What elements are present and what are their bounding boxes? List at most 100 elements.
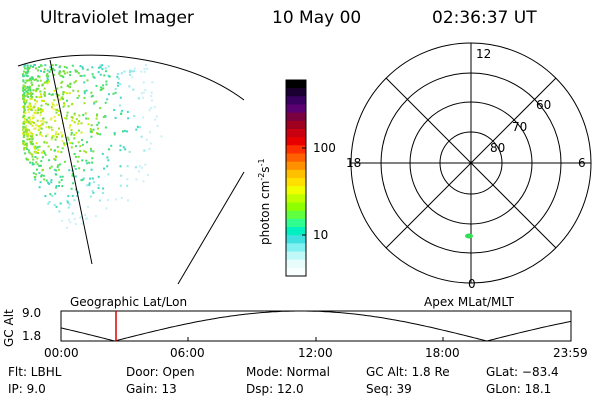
aurora-pixel — [67, 138, 70, 141]
aurora-pixel — [96, 123, 99, 126]
aurora-pixel — [119, 165, 122, 168]
aurora-pixel — [45, 126, 48, 129]
aurora-pixel — [120, 72, 123, 75]
aurora-pixel — [45, 74, 48, 77]
aurora-pixel — [99, 133, 102, 136]
aurora-pixel — [128, 150, 131, 153]
aurora-pixel — [29, 120, 32, 123]
aurora-pixel — [85, 217, 88, 220]
aurora-pixel — [32, 172, 35, 175]
aurora-pixel — [80, 122, 83, 125]
aurora-pixel — [73, 153, 76, 155]
aurora-pixel — [25, 133, 28, 136]
aurora-pixel — [86, 184, 89, 187]
aurora-pixel — [28, 86, 31, 89]
aurora-pixel — [29, 122, 32, 125]
aurora-pixel — [36, 79, 39, 82]
aurora-pixel — [35, 147, 38, 150]
aurora-pixel — [49, 167, 51, 170]
aurora-pixel — [50, 138, 53, 141]
aurora-pixel — [30, 142, 32, 145]
aurora-pixel — [29, 118, 31, 121]
aurora-pixel — [53, 115, 56, 118]
colorbar-swatch — [286, 120, 306, 130]
aurora-pixel — [34, 176, 37, 178]
aurora-pixel — [70, 187, 73, 190]
aurora-pixel — [102, 116, 105, 118]
aurora-pixel — [66, 199, 69, 202]
aurora-pixel — [50, 181, 53, 184]
aurora-pixel — [73, 133, 76, 136]
aurora-pixel — [46, 77, 49, 80]
aurora-pixel — [50, 117, 53, 120]
aurora-pixel — [40, 70, 42, 73]
aurora-pixel — [135, 178, 138, 181]
aurora-pixel — [69, 141, 72, 144]
aurora-pixel — [55, 103, 58, 106]
aurora-pixel — [129, 73, 132, 76]
aurora-pixel — [45, 141, 48, 144]
aurora-pixel — [136, 125, 139, 128]
aurora-pixel — [53, 135, 56, 138]
aurora-pixel — [77, 90, 80, 93]
aurora-pixel — [34, 99, 36, 102]
aurora-pixel — [51, 134, 54, 137]
aurora-pixel — [120, 174, 123, 177]
colorbar-swatch — [286, 194, 306, 203]
aurora-pixel — [54, 133, 57, 136]
aurora-pixel — [60, 97, 63, 100]
aurora-pixel — [156, 125, 159, 127]
geographic-image — [17, 54, 245, 285]
aurora-pixel — [35, 96, 38, 98]
aurora-pixel — [155, 115, 158, 118]
aurora-pixel — [43, 87, 46, 90]
aurora-pixel — [90, 95, 93, 98]
aurora-pixel — [105, 83, 108, 86]
aurora-pixel — [75, 188, 78, 191]
aurora-pixel — [26, 67, 29, 69]
aurora-pixel — [113, 109, 116, 111]
aurora-pixel — [82, 177, 85, 180]
aurora-pixel — [55, 156, 58, 158]
aurora-pixel — [70, 133, 73, 136]
aurora-pixel — [93, 76, 96, 79]
aurora-pixel — [26, 95, 29, 98]
aurora-pixel — [23, 92, 26, 94]
aurora-pixel — [140, 166, 143, 169]
aurora-pixel — [69, 74, 72, 77]
aurora-pixel — [30, 95, 33, 98]
aurora-pixel — [25, 144, 28, 147]
aurora-pixel — [72, 182, 75, 185]
aurora-pixel — [60, 179, 63, 181]
aurora-pixel — [126, 165, 129, 168]
aurora-pixel — [63, 91, 66, 94]
aurora-pixel — [50, 148, 52, 151]
aurora-pixel — [139, 165, 142, 168]
footer-flt: Flt: LBHL — [8, 365, 62, 379]
aurora-pixel — [54, 173, 57, 176]
aurora-pixel — [33, 146, 36, 149]
aurora-pixel — [126, 130, 128, 133]
aurora-pixel — [68, 86, 71, 89]
aurora-pixel — [101, 88, 104, 91]
aurora-pixel — [150, 91, 153, 94]
meridian-line — [49, 59, 93, 265]
colorbar-swatch — [286, 129, 306, 138]
aurora-pixel — [97, 132, 99, 135]
colorbar-swatch — [286, 202, 306, 212]
aurora-pixel — [35, 161, 38, 164]
aurora-pixel — [31, 135, 34, 138]
aurora-pixel — [73, 165, 76, 168]
aurora-pixel — [28, 66, 31, 69]
aurora-pixel — [71, 142, 74, 145]
aurora-pixel — [89, 130, 92, 133]
colorbar-swatch — [286, 104, 306, 114]
aurora-pixel — [33, 111, 36, 114]
aurora-pixel — [55, 186, 58, 189]
aurora-pixel — [97, 121, 100, 124]
aurora-pixel — [50, 165, 53, 168]
aurora-pixel — [62, 76, 65, 79]
aurora-pixel — [37, 84, 40, 87]
aurora-pixel — [83, 81, 86, 84]
